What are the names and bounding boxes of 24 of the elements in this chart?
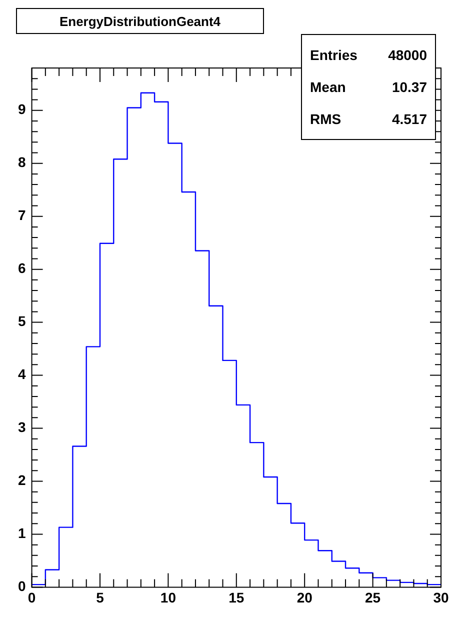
- annotation: 10.37: [392, 79, 427, 95]
- annotation: Mean: [310, 79, 346, 95]
- text: Entries: [310, 47, 358, 63]
- y-tick-label: 3: [18, 419, 26, 436]
- annotation: 4.517: [392, 111, 427, 127]
- x-tick-label: 5: [96, 589, 104, 606]
- y-tick-label: 2: [18, 472, 26, 488]
- x-tick-label: 10: [160, 589, 176, 606]
- chart-title: EnergyDistributionGeant4: [16, 8, 264, 34]
- y-tick-label: 7: [18, 207, 26, 224]
- x-tick-label: 30: [433, 589, 449, 606]
- x-tick-label: 0: [28, 589, 36, 606]
- y-tick-label: 6: [18, 260, 26, 276]
- x-tick-label: 15: [228, 589, 244, 606]
- text: 48000: [388, 47, 427, 63]
- y-tick-label: 5: [18, 313, 26, 330]
- y-tick-label: 8: [18, 154, 26, 170]
- x-tick-label: 25: [365, 589, 381, 606]
- y-tick-label: 0: [18, 578, 26, 594]
- x-tick-label: 20: [296, 589, 313, 606]
- annotation: RMS: [310, 111, 342, 127]
- y-tick-label: 9: [18, 101, 26, 118]
- y-tick-label: 4: [18, 366, 26, 382]
- y-tick-label: 1: [18, 525, 26, 542]
